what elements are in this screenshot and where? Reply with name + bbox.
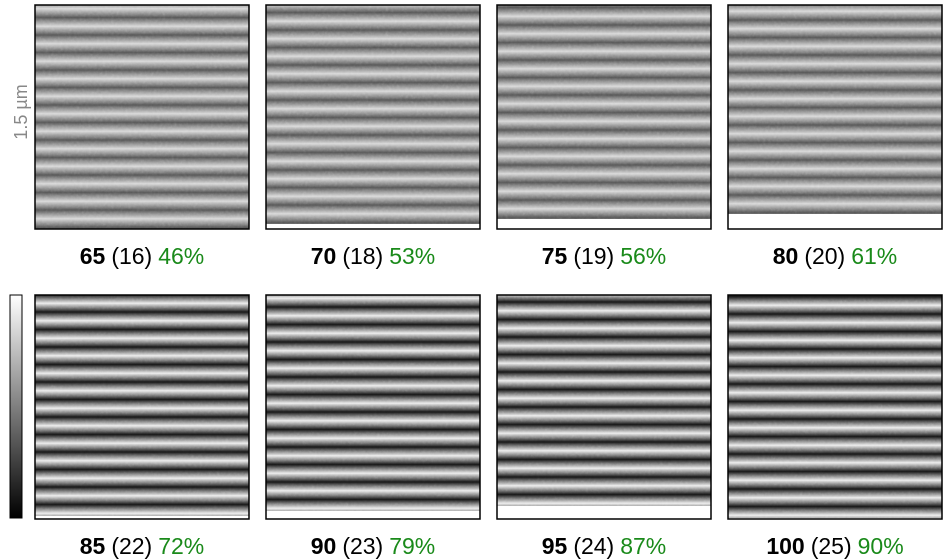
pitch: 95 [542, 533, 568, 559]
image-noise [728, 5, 942, 229]
pitch: 100 [766, 533, 804, 559]
count: (19) [573, 243, 614, 269]
image-noise [266, 5, 480, 229]
image-noise [35, 5, 249, 229]
panel-label: 95(24)87% [542, 533, 667, 559]
panel: 100 (25)90% [728, 294, 942, 559]
pitch: 75 [542, 243, 568, 269]
scale-label: 1.5 µm [11, 84, 31, 139]
count: (20) [804, 243, 845, 269]
count: (16) [111, 243, 152, 269]
panel: 85(22)72% [35, 292, 249, 559]
image-noise [497, 5, 711, 229]
panel-label: 85(22)72% [80, 533, 205, 559]
image-noise [35, 295, 249, 519]
pitch: 80 [773, 243, 799, 269]
image-noise [266, 295, 480, 519]
panel-label: 90(23)79% [311, 533, 436, 559]
percent: 79% [389, 533, 435, 559]
panel: 95(24)87% [497, 282, 711, 559]
image-noise [728, 295, 942, 519]
count: (18) [342, 243, 383, 269]
percent: 72% [158, 533, 204, 559]
pitch: 70 [311, 243, 337, 269]
panel-label: 100 (25)90% [766, 533, 903, 559]
panel: 65(16)46% [35, 5, 249, 269]
figure: 1.5 µm 65(16)46% 70(18)53% 75(19)56% 80(20)… [0, 0, 945, 560]
percent: 61% [851, 243, 897, 269]
panel-label: 65(16)46% [80, 243, 205, 269]
panel: 75(19)56% [497, 0, 711, 269]
percent: 46% [158, 243, 204, 269]
panel-label: 70(18)53% [311, 243, 436, 269]
pitch: 85 [80, 533, 106, 559]
panel: 80(20)61% [728, 0, 942, 269]
image-noise [497, 295, 711, 519]
panel: 70(18)53% [266, 0, 480, 269]
panel-label: 75(19)56% [542, 243, 667, 269]
percent: 53% [389, 243, 435, 269]
count: (24) [573, 533, 614, 559]
pitch: 90 [311, 533, 337, 559]
count: (23) [342, 533, 383, 559]
percent: 56% [620, 243, 666, 269]
panel: 90(23)79% [266, 287, 480, 559]
count: (25) [811, 533, 852, 559]
count: (22) [111, 533, 152, 559]
panel-label: 80(20)61% [773, 243, 898, 269]
pitch: 65 [80, 243, 106, 269]
colorbar [10, 295, 22, 518]
percent: 90% [858, 533, 904, 559]
percent: 87% [620, 533, 666, 559]
